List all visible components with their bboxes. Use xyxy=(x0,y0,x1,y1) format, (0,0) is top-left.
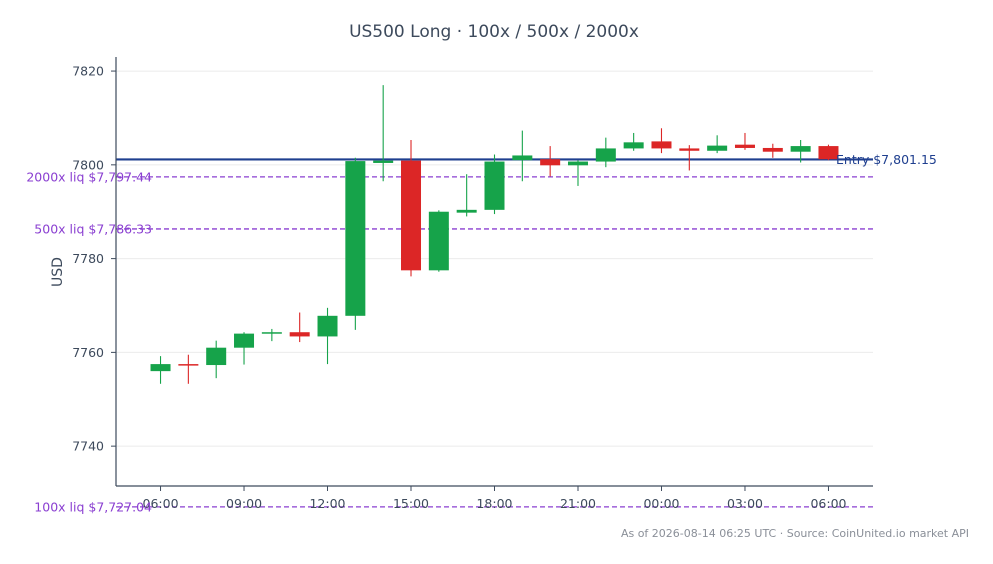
level-label: 500x liq $7,786.33 xyxy=(34,221,152,236)
candle-body xyxy=(512,155,533,161)
x-tick-label: 06:00 xyxy=(810,496,846,511)
candle-body xyxy=(484,161,505,210)
x-tick-label: 06:00 xyxy=(143,496,179,511)
level-label: 2000x liq $7,797.44 xyxy=(26,169,152,184)
x-tick-label: 00:00 xyxy=(643,496,679,511)
candle-body xyxy=(317,315,338,337)
candle-body xyxy=(206,347,227,366)
candle-body xyxy=(373,160,394,163)
candle-body xyxy=(623,142,644,149)
level-label: 100x liq $7,727.04 xyxy=(34,499,152,514)
candle-body xyxy=(762,147,783,152)
x-tick-label: 12:00 xyxy=(309,496,345,511)
candle-body xyxy=(679,148,700,151)
x-tick-label: 03:00 xyxy=(727,496,763,511)
level-label: Entry $7,801.15 xyxy=(836,152,937,167)
y-tick-label: 7820 xyxy=(72,64,104,79)
candle-body xyxy=(428,211,449,271)
y-tick-label: 7760 xyxy=(72,345,104,360)
candle-body xyxy=(651,141,672,149)
candle-body xyxy=(707,145,728,151)
x-tick-label: 09:00 xyxy=(226,496,262,511)
x-tick-label: 15:00 xyxy=(393,496,429,511)
candle-body xyxy=(734,144,755,148)
candles xyxy=(150,85,839,384)
candle-body xyxy=(818,146,839,160)
candle-body xyxy=(178,364,199,366)
candle-body xyxy=(234,333,255,348)
chart-title: US500 Long · 100x / 500x / 2000x xyxy=(349,22,639,42)
grid-lines xyxy=(116,70,873,447)
y-tick-label: 7740 xyxy=(72,439,104,454)
y-tick-label: 7780 xyxy=(72,251,104,266)
candle-body xyxy=(289,332,310,337)
candle-body xyxy=(790,146,811,152)
level-labels: Entry $7,801.15 2000x liq $7,797.44 500x l… xyxy=(26,152,937,514)
axes xyxy=(115,57,873,487)
x-tick-label: 18:00 xyxy=(476,496,512,511)
x-ticks: 06:00 09:00 12:00 15:00 18:00 21:00 00:00 03:00… xyxy=(143,486,847,511)
y-axis-label: USD xyxy=(50,257,66,287)
candle-body xyxy=(567,161,588,166)
y-tick-label: 7800 xyxy=(72,157,104,172)
candle-body xyxy=(401,160,422,271)
candle-body xyxy=(595,148,616,162)
x-tick-label: 21:00 xyxy=(560,496,596,511)
candle-body xyxy=(540,159,561,166)
candle-body xyxy=(150,364,171,372)
source-note: As of 2026-08-14 06:25 UTC · Source: Coi… xyxy=(621,527,969,540)
candle-body xyxy=(261,332,282,334)
candle-body xyxy=(345,161,366,316)
candle-body xyxy=(456,209,477,213)
y-ticks: 7740 7760 7780 7800 7820 xyxy=(72,64,116,454)
